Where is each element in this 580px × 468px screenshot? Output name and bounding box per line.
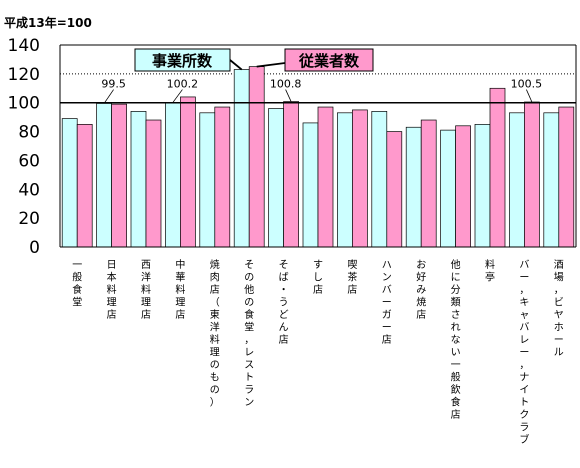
bar-establishments	[233, 69, 250, 248]
category-label: すし店	[313, 259, 323, 296]
data-label-leader	[285, 89, 292, 102]
y-tick-label: 60	[18, 151, 40, 171]
bar-establishments	[96, 103, 112, 248]
y-tick-label: 20	[18, 209, 40, 229]
legend-label-employees: 従業者数	[298, 52, 360, 70]
y-tick-label: 0	[29, 238, 40, 258]
legend-pointer-employees	[256, 62, 286, 68]
bar-establishments	[337, 112, 353, 248]
bar-establishments	[61, 118, 78, 248]
data-label: 100.2	[167, 78, 199, 91]
bar-employees	[248, 66, 265, 248]
bar-establishments	[543, 112, 560, 248]
category-label: 中華料理店	[175, 258, 185, 321]
category-label: 酒場，ビヤホール	[554, 259, 564, 359]
category-label: 日本料理店	[107, 260, 117, 321]
bar-employees	[524, 101, 540, 248]
legend-box-employees	[284, 48, 374, 72]
bar-establishments	[440, 129, 456, 248]
bar-establishments	[165, 102, 181, 248]
y-tick-label: 120	[8, 65, 40, 85]
bar-employees	[455, 125, 471, 248]
category-label: 料亭	[485, 258, 495, 284]
bar-employees	[352, 109, 368, 248]
legend-label-establishments: 事業所数	[152, 52, 213, 70]
y-tick-label: 140	[8, 36, 40, 56]
category-label: 焼肉店（東洋料理のもの）	[210, 259, 220, 409]
bar-employees	[145, 119, 162, 248]
bar-establishments	[405, 126, 422, 248]
data-label: 99.5	[101, 78, 126, 91]
category-label: お好み焼店	[416, 259, 426, 321]
category-label: 西洋料理店	[141, 260, 151, 321]
unit-note: 平成13年=100	[4, 16, 92, 30]
bar-establishments	[509, 112, 525, 248]
bar-employees	[489, 87, 506, 248]
bar-establishments	[199, 112, 216, 248]
y-tick-label: 100	[8, 94, 40, 114]
data-label-leader	[103, 89, 114, 104]
category-label: 喫茶店	[347, 259, 357, 296]
bar-employees	[558, 106, 575, 248]
category-label: その他の食堂，レストラン	[244, 259, 254, 409]
category-label: ハンバーガー店	[382, 260, 392, 346]
bar-employees	[180, 96, 196, 248]
bar-establishments	[302, 122, 319, 248]
legend-pointer-establishments	[229, 59, 243, 71]
data-label: 100.8	[270, 78, 302, 91]
bar-employees	[283, 101, 299, 248]
bar-establishments	[268, 108, 284, 248]
bar-establishments	[371, 111, 388, 248]
category-label: そば・うどん店	[279, 259, 289, 346]
data-label-leader	[172, 89, 183, 103]
bar-employees	[76, 124, 93, 248]
bar-employees	[420, 119, 437, 248]
bar-establishments	[474, 124, 491, 248]
bar-employees	[386, 131, 403, 248]
y-tick-label: 80	[18, 123, 40, 143]
data-label-leader	[526, 89, 533, 103]
bar-employees	[111, 103, 127, 248]
y-tick-label: 40	[18, 180, 40, 200]
bar-employees	[214, 106, 231, 248]
bar-establishments	[130, 111, 147, 248]
bar-employees	[317, 106, 334, 248]
data-label: 100.5	[511, 78, 543, 91]
category-label: バー，キャバレー，ナイトクラブ	[519, 259, 529, 446]
category-label: 一般食堂	[72, 260, 82, 309]
category-label: 他に分類されない一般飲食店	[451, 258, 461, 421]
